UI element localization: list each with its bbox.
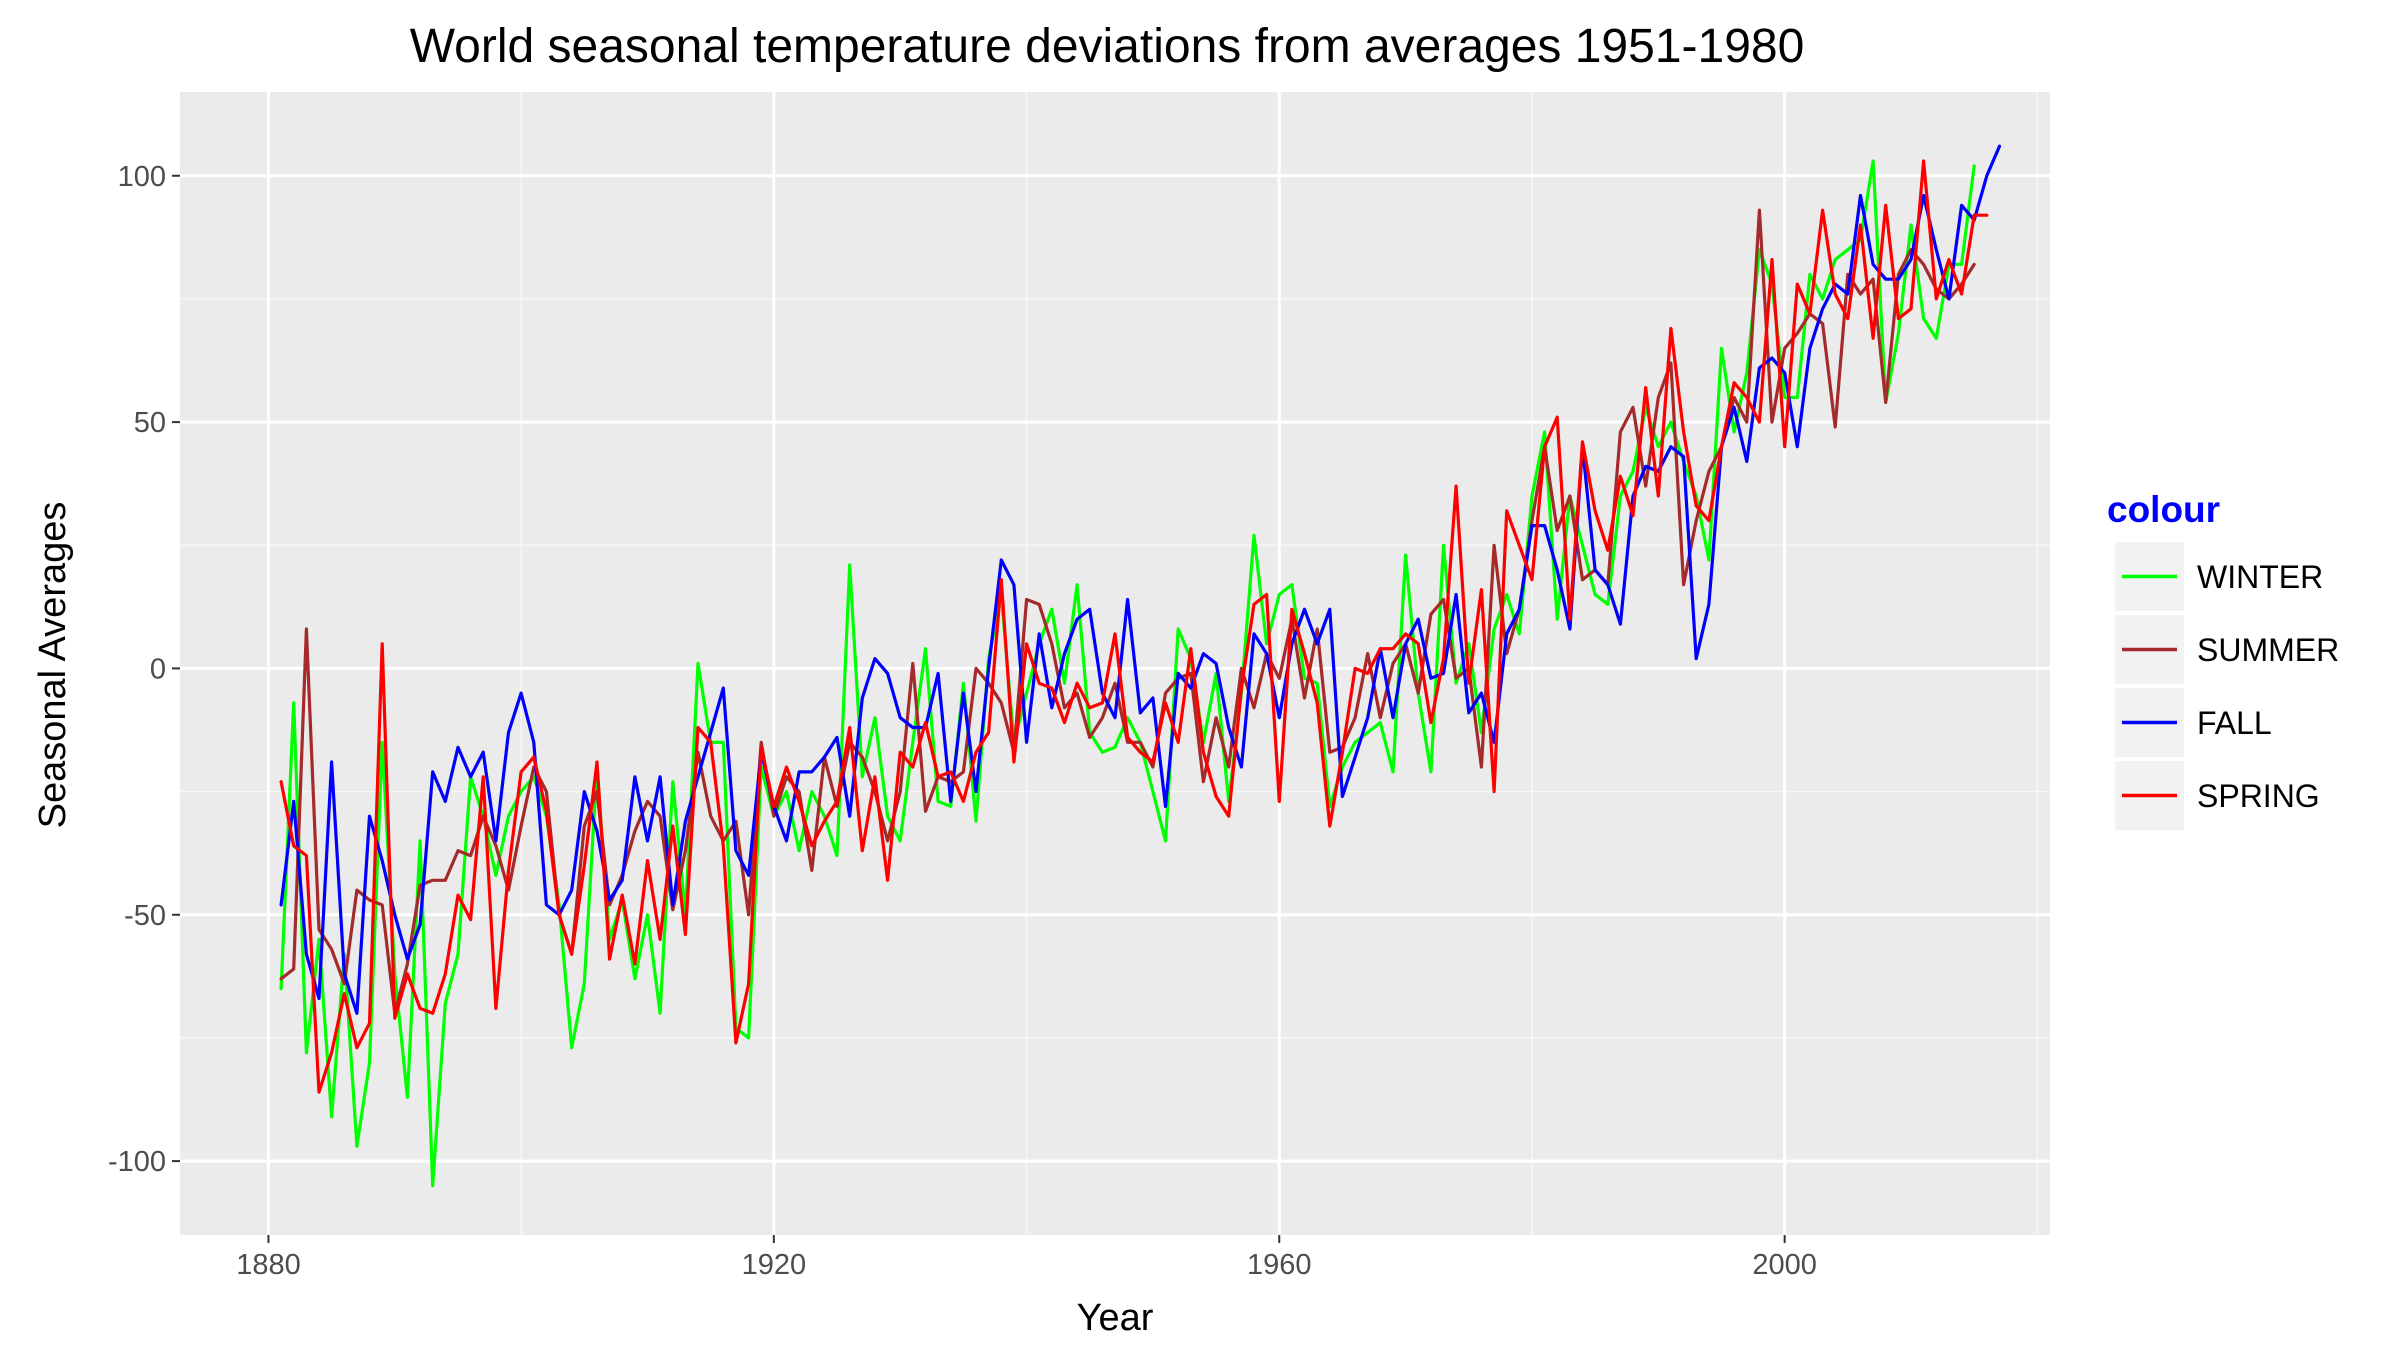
series-layer	[279, 144, 2002, 1188]
legend-label-spring: SPRING	[2197, 778, 2320, 814]
legend-title: colour	[2107, 489, 2220, 530]
x-axis: 1880 1920 1960 2000	[236, 1235, 1817, 1281]
minor-gridlines	[180, 92, 2050, 1235]
legend: colour WINTER SUMMER FALL SPRING	[2107, 489, 2339, 830]
x-tick-label: 1960	[1247, 1249, 1312, 1281]
x-axis-title: Year	[1077, 1297, 1154, 1339]
x-tick-label: 2000	[1752, 1249, 1817, 1281]
y-tick-label: -50	[124, 900, 166, 932]
y-tick-label: 50	[134, 407, 166, 439]
x-tick-label: 1880	[236, 1249, 301, 1281]
legend-label-winter: WINTER	[2197, 559, 2323, 595]
series-line-spring	[279, 159, 1989, 1094]
plot-panel	[180, 92, 2050, 1235]
y-axis-title: Seasonal Averages	[32, 502, 74, 829]
y-tick-label: 100	[118, 161, 166, 193]
x-tick-label: 1920	[742, 1249, 807, 1281]
legend-label-summer: SUMMER	[2197, 632, 2339, 668]
series-line-fall	[279, 144, 2002, 1015]
y-axis: -100 -50 0 50 100	[108, 161, 180, 1178]
y-tick-label: -100	[108, 1146, 166, 1178]
y-tick-label: 0	[150, 653, 166, 685]
chart-title: World seasonal temperature deviations fr…	[410, 20, 1805, 73]
legend-label-fall: FALL	[2197, 705, 2272, 741]
